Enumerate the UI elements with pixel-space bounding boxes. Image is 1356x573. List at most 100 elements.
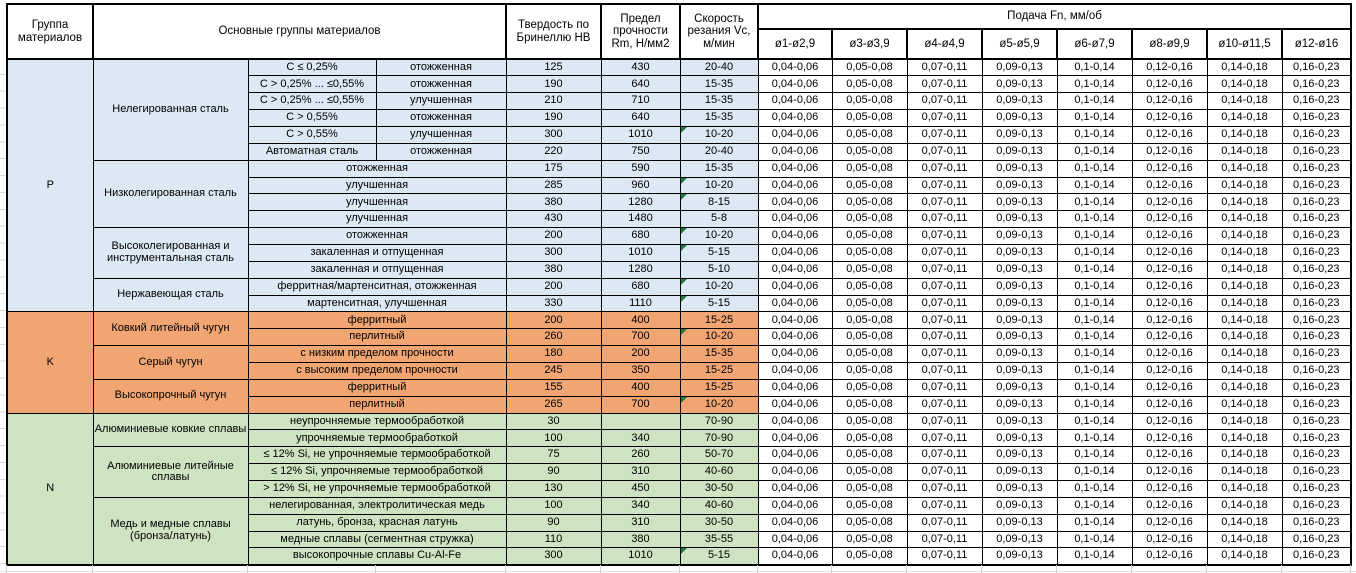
material-desc-cell[interactable]: мартенситная, улучшенная	[247, 294, 507, 313]
hardness-hb-cell[interactable]: 90	[505, 463, 602, 481]
feed-value-cell[interactable]: 0,16-0,23	[1281, 294, 1352, 313]
feed-value-cell[interactable]: 0,07-0,11	[906, 193, 983, 212]
feed-value-cell[interactable]: 0,14-0,18	[1206, 429, 1283, 448]
feed-value-cell[interactable]: 0,04-0,06	[757, 142, 833, 161]
material-desc-cell[interactable]: Автоматная сталь	[247, 142, 377, 161]
feed-value-cell[interactable]: 0,14-0,18	[1206, 311, 1283, 330]
strength-rm-cell[interactable]: 400	[600, 378, 681, 397]
feed-value-cell[interactable]: 0,05-0,08	[831, 328, 908, 347]
feed-value-cell[interactable]: 0,16-0,23	[1281, 260, 1352, 279]
feed-value-cell[interactable]: 0,16-0,23	[1281, 159, 1352, 178]
feed-value-cell[interactable]: 0,16-0,23	[1281, 142, 1352, 161]
feed-value-cell[interactable]: 0,09-0,13	[981, 530, 1058, 549]
feed-value-cell[interactable]: 0,12-0,16	[1131, 412, 1208, 431]
feed-value-cell[interactable]: 0,14-0,18	[1206, 243, 1283, 262]
feed-value-cell[interactable]: 0,07-0,11	[906, 429, 983, 448]
feed-value-cell[interactable]: 0,14-0,18	[1206, 496, 1283, 515]
feed-value-cell[interactable]: 0,07-0,11	[906, 294, 983, 313]
hardness-hb-cell[interactable]: 200	[505, 311, 602, 330]
cutting-speed-vc-cell[interactable]: 15-25	[679, 361, 759, 380]
material-desc-cell[interactable]: отожженная	[375, 142, 507, 161]
feed-value-cell[interactable]: 0,14-0,18	[1206, 547, 1283, 566]
feed-value-cell[interactable]: 0,05-0,08	[831, 412, 908, 431]
feed-value-cell[interactable]: 0,14-0,18	[1206, 193, 1283, 212]
feed-value-cell[interactable]: 0,16-0,23	[1281, 530, 1352, 549]
feed-value-cell[interactable]: 0,04-0,06	[757, 378, 833, 397]
feed-value-cell[interactable]: 0,05-0,08	[831, 193, 908, 212]
feed-value-cell[interactable]: 0,05-0,08	[831, 395, 908, 414]
feed-value-cell[interactable]: 0,12-0,16	[1131, 193, 1208, 212]
feed-value-cell[interactable]: 0,16-0,23	[1281, 395, 1352, 414]
subgroup-cell[interactable]: Высоколегированная и инструментальная ст…	[92, 227, 249, 279]
strength-rm-cell[interactable]: 350	[600, 361, 681, 380]
strength-rm-cell[interactable]: 430	[600, 58, 681, 77]
material-desc-cell[interactable]: улучшенная	[375, 92, 507, 111]
feed-value-cell[interactable]: 0,16-0,23	[1281, 446, 1352, 465]
header-feed-diameter-6[interactable]: ø8-ø9,9	[1131, 28, 1208, 60]
strength-rm-cell[interactable]: 680	[600, 227, 681, 245]
feed-value-cell[interactable]: 0,12-0,16	[1131, 75, 1208, 94]
material-desc-cell[interactable]: отожженная	[247, 159, 507, 178]
feed-value-cell[interactable]: 0,12-0,16	[1131, 277, 1208, 296]
hardness-hb-cell[interactable]: 300	[505, 243, 602, 262]
feed-value-cell[interactable]: 0,1-0,14	[1056, 210, 1133, 229]
feed-value-cell[interactable]: 0,09-0,13	[981, 479, 1058, 498]
feed-value-cell[interactable]: 0,12-0,16	[1131, 260, 1208, 279]
feed-value-cell[interactable]: 0,14-0,18	[1206, 92, 1283, 111]
material-desc-cell[interactable]: медные сплавы (сегментная стружка)	[247, 530, 507, 549]
feed-value-cell[interactable]: 0,16-0,23	[1281, 361, 1352, 380]
material-desc-cell[interactable]: упрочняемые термообработкой	[247, 429, 507, 448]
header-feed-diameter-4[interactable]: ø5-ø5,9	[981, 28, 1058, 60]
feed-value-cell[interactable]: 0,1-0,14	[1056, 227, 1133, 245]
subgroup-cell[interactable]: Алюминиевые литейные сплавы	[92, 446, 249, 498]
strength-rm-cell[interactable]: 310	[600, 463, 681, 481]
feed-value-cell[interactable]: 0,12-0,16	[1131, 446, 1208, 465]
feed-value-cell[interactable]: 0,09-0,13	[981, 513, 1058, 532]
feed-value-cell[interactable]: 0,04-0,06	[757, 193, 833, 212]
feed-value-cell[interactable]: 0,09-0,13	[981, 361, 1058, 380]
feed-value-cell[interactable]: 0,16-0,23	[1281, 227, 1352, 245]
cutting-speed-vc-cell[interactable]: 15-35	[679, 92, 759, 111]
hardness-hb-cell[interactable]: 300	[505, 125, 602, 144]
feed-value-cell[interactable]: 0,16-0,23	[1281, 210, 1352, 229]
feed-value-cell[interactable]: 0,14-0,18	[1206, 125, 1283, 144]
strength-rm-cell[interactable]: 1280	[600, 193, 681, 212]
feed-value-cell[interactable]: 0,05-0,08	[831, 260, 908, 279]
feed-value-cell[interactable]: 0,09-0,13	[981, 345, 1058, 363]
hardness-hb-cell[interactable]: 130	[505, 479, 602, 498]
strength-rm-cell[interactable]: 640	[600, 109, 681, 127]
feed-value-cell[interactable]: 0,07-0,11	[906, 210, 983, 229]
feed-value-cell[interactable]: 0,05-0,08	[831, 243, 908, 262]
feed-value-cell[interactable]: 0,16-0,23	[1281, 109, 1352, 127]
strength-rm-cell[interactable]: 750	[600, 142, 681, 161]
material-desc-cell[interactable]: C ≤ 0,25%	[247, 58, 377, 77]
feed-value-cell[interactable]: 0,16-0,23	[1281, 378, 1352, 397]
feed-value-cell[interactable]: 0,04-0,06	[757, 547, 833, 566]
feed-value-cell[interactable]: 0,14-0,18	[1206, 345, 1283, 363]
feed-value-cell[interactable]: 0,12-0,16	[1131, 513, 1208, 532]
feed-value-cell[interactable]: 0,09-0,13	[981, 328, 1058, 347]
feed-value-cell[interactable]: 0,04-0,06	[757, 92, 833, 111]
feed-value-cell[interactable]: 0,1-0,14	[1056, 260, 1133, 279]
cutting-speed-vc-cell[interactable]: 30-50	[679, 513, 759, 532]
feed-value-cell[interactable]: 0,16-0,23	[1281, 176, 1352, 195]
cutting-speed-vc-cell[interactable]: 35-55	[679, 530, 759, 549]
feed-value-cell[interactable]: 0,05-0,08	[831, 479, 908, 498]
feed-value-cell[interactable]: 0,07-0,11	[906, 530, 983, 549]
feed-value-cell[interactable]: 0,12-0,16	[1131, 378, 1208, 397]
feed-value-cell[interactable]: 0,1-0,14	[1056, 176, 1133, 195]
feed-value-cell[interactable]: 0,1-0,14	[1056, 243, 1133, 262]
hardness-hb-cell[interactable]: 200	[505, 227, 602, 245]
feed-value-cell[interactable]: 0,1-0,14	[1056, 58, 1133, 77]
feed-value-cell[interactable]: 0,05-0,08	[831, 277, 908, 296]
feed-value-cell[interactable]: 0,05-0,08	[831, 294, 908, 313]
feed-value-cell[interactable]: 0,04-0,06	[757, 75, 833, 94]
feed-value-cell[interactable]: 0,04-0,06	[757, 125, 833, 144]
strength-rm-cell[interactable]: 340	[600, 429, 681, 448]
cutting-speed-vc-cell[interactable]: 15-25	[679, 311, 759, 330]
feed-value-cell[interactable]: 0,05-0,08	[831, 496, 908, 515]
feed-value-cell[interactable]: 0,09-0,13	[981, 260, 1058, 279]
feed-value-cell[interactable]: 0,09-0,13	[981, 412, 1058, 431]
feed-value-cell[interactable]: 0,1-0,14	[1056, 159, 1133, 178]
feed-value-cell[interactable]: 0,07-0,11	[906, 125, 983, 144]
